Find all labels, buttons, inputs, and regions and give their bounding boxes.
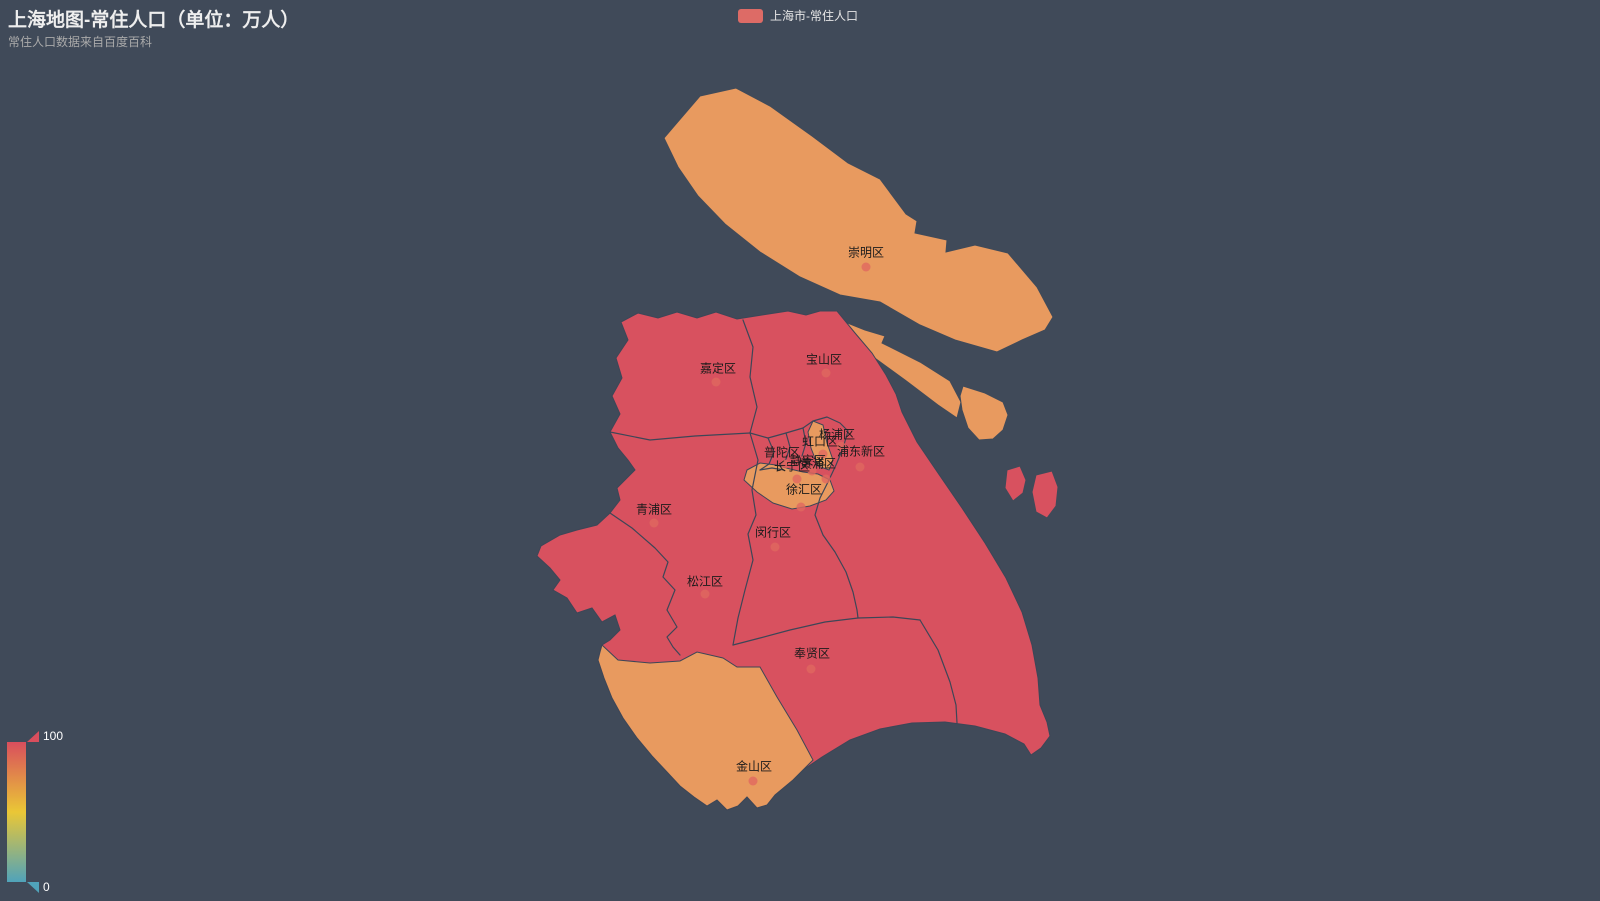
scatter-dot[interactable] <box>807 466 817 476</box>
region-huangpu-strip[interactable] <box>807 420 834 471</box>
scatter-dot[interactable] <box>861 262 871 272</box>
region-pudong-islet-south[interactable] <box>1031 470 1059 519</box>
scatter-dot[interactable] <box>711 377 721 387</box>
scatter-dot[interactable] <box>855 462 865 472</box>
district-borders <box>609 319 958 724</box>
scatter-dot[interactable] <box>821 368 831 378</box>
visual-map-min-label: 0 <box>43 880 50 894</box>
page-subtitle: 常住人口数据来自百度百科 <box>8 35 153 49</box>
region-chongming[interactable] <box>663 87 1054 353</box>
region-jinshan[interactable] <box>597 644 814 811</box>
scatter-dot[interactable] <box>649 518 659 528</box>
scatter-dot[interactable] <box>748 776 758 786</box>
legend-swatch-icon <box>738 8 763 23</box>
scatter-dot[interactable] <box>836 441 846 451</box>
region-hengsha-island[interactable] <box>959 385 1009 441</box>
visual-map-gradient-bar[interactable] <box>7 742 26 882</box>
scatter-dot[interactable] <box>818 449 828 459</box>
legend-label: 上海市-常住人口 <box>770 9 858 23</box>
visual-map-lower-handle[interactable] <box>27 882 39 893</box>
scatter-dot[interactable] <box>792 474 802 484</box>
scatter-dot[interactable] <box>700 589 710 599</box>
scatter-dot[interactable] <box>780 459 790 469</box>
legend-item-shanghai-population[interactable]: 上海市-常住人口 <box>738 7 858 24</box>
scatter-dot[interactable] <box>770 542 780 552</box>
scatter-dot[interactable] <box>821 474 831 484</box>
visual-map-upper-handle[interactable] <box>27 731 39 742</box>
page-title: 上海地图-常住人口（单位：万人） <box>8 10 300 31</box>
region-pudong-islet-north[interactable] <box>1004 465 1027 502</box>
scatter-dot[interactable] <box>806 664 816 674</box>
visual-map-max-label: 100 <box>43 729 64 743</box>
scatter-dot[interactable] <box>796 502 806 512</box>
